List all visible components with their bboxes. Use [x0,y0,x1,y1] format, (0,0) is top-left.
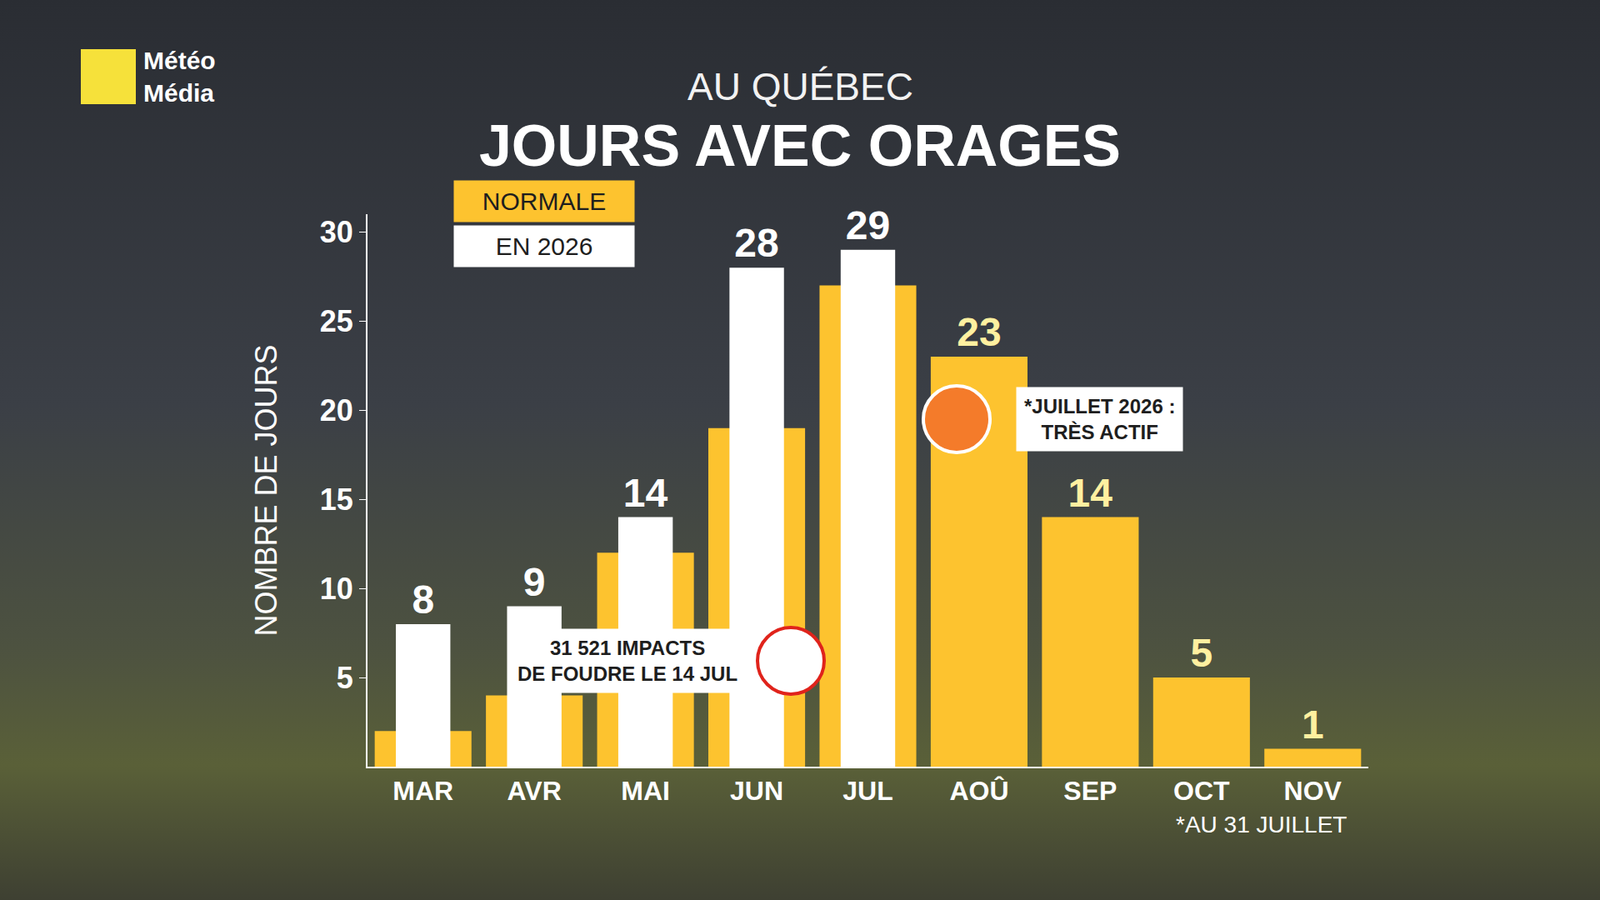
svg-text:25: 25 [320,304,354,339]
svg-text:5: 5 [336,660,354,695]
svg-text:30: 30 [320,215,354,250]
svg-text:*AU 31 JUILLET: *AU 31 JUILLET [1175,811,1347,838]
svg-text:JUL: JUL [842,775,893,806]
svg-text:29: 29 [845,203,890,248]
svg-text:23: 23 [956,310,1001,355]
svg-text:14: 14 [1068,470,1114,515]
svg-text:14: 14 [623,470,669,515]
svg-text:20: 20 [320,393,354,428]
svg-text:MAI: MAI [620,775,670,806]
svg-text:5: 5 [1190,630,1213,675]
svg-text:NOMBRE DE JOURS: NOMBRE DE JOURS [249,344,284,636]
svg-text:OCT: OCT [1173,775,1230,806]
svg-text:JUN: JUN [730,775,784,806]
svg-text:NOV: NOV [1284,775,1343,806]
svg-text:AVR: AVR [507,775,562,806]
svg-text:EN 2026: EN 2026 [495,232,594,260]
svg-text:AOÛ: AOÛ [949,775,1009,806]
svg-text:AU QUÉBEC: AU QUÉBEC [687,65,914,109]
svg-text:JOURS AVEC ORAGES: JOURS AVEC ORAGES [479,113,1121,179]
svg-text:*JUILLET 2026 :TRÈS ACTIF: *JUILLET 2026 :TRÈS ACTIF [1024,395,1175,444]
svg-text:1: 1 [1301,702,1325,747]
svg-text:8: 8 [411,577,435,622]
svg-text:28: 28 [734,220,779,265]
svg-text:10: 10 [320,571,354,606]
svg-text:MétéoMédia: MétéoMédia [143,46,216,107]
svg-text:NORMALE: NORMALE [482,187,606,215]
svg-text:31 521 IMPACTSDE FOUDRE LE 14: 31 521 IMPACTSDE FOUDRE LE 14 JUL [517,636,738,685]
svg-text:15: 15 [320,482,354,517]
svg-text:SEP: SEP [1063,775,1117,806]
svg-text:MAR: MAR [392,775,454,806]
svg-text:9: 9 [523,560,546,605]
